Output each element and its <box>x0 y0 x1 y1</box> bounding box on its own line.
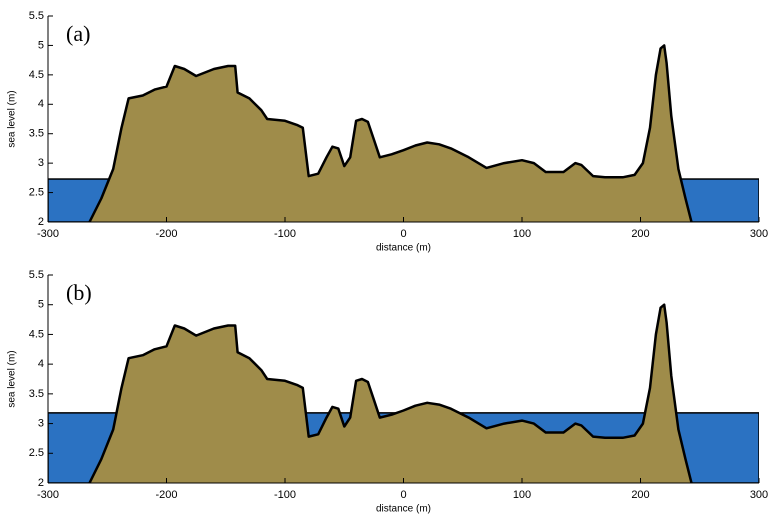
panel: 2 2.5 3 3.5 4 4.5 5 5.5 -300 -200 -100 0 100 200 300 di… <box>7 10 769 254</box>
x-tick-label: -200 <box>155 489 177 501</box>
y-tick-label: 4 <box>38 98 44 110</box>
x-tick-label: -100 <box>274 228 296 240</box>
x-tick-label: -200 <box>155 228 177 240</box>
x-tick-label: 100 <box>513 228 531 240</box>
y-tick-label: 2 <box>38 477 44 489</box>
y-tick-label: 4 <box>38 358 44 370</box>
x-axis-label: distance (m) <box>376 243 431 254</box>
y-tick-label: 3 <box>38 417 44 429</box>
x-tick-label: 300 <box>750 489 768 501</box>
y-axis-label: sea level (m) <box>7 350 18 407</box>
y-tick-label: 3 <box>38 157 44 169</box>
panel-label: (a) <box>66 21 90 46</box>
x-tick-label: -300 <box>37 489 59 501</box>
y-tick-label: 5.5 <box>29 269 44 281</box>
panel: 2 2.5 3 3.5 4 4.5 5 5.5 -300 -200 -100 0 100 200 300 di… <box>7 269 769 515</box>
y-tick-label: 5 <box>38 299 44 311</box>
y-tick-label: 5.5 <box>29 10 44 22</box>
y-tick-label: 3.5 <box>29 388 44 400</box>
plot <box>48 45 759 227</box>
terrain <box>90 45 692 227</box>
x-tick-label: 100 <box>513 489 531 501</box>
y-tick-label: 2 <box>38 216 44 228</box>
x-tick-label: 300 <box>750 228 768 240</box>
y-tick-label: 4.5 <box>29 328 44 340</box>
figure: 2 2.5 3 3.5 4 4.5 5 5.5 -300 -200 -100 0 100 200 300 di… <box>0 0 771 519</box>
y-tick-label: 3.5 <box>29 128 44 140</box>
plot <box>48 305 759 488</box>
x-axis-label: distance (m) <box>376 504 431 515</box>
x-tick-label: -300 <box>37 228 59 240</box>
x-tick-label: 200 <box>631 489 649 501</box>
y-axis-label: sea level (m) <box>7 90 18 147</box>
terrain <box>90 305 692 488</box>
x-tick-label: -100 <box>274 489 296 501</box>
y-tick-label: 4.5 <box>29 69 44 81</box>
x-tick-label: 200 <box>631 228 649 240</box>
panel-label: (b) <box>66 280 92 305</box>
y-tick-label: 2.5 <box>29 186 44 198</box>
x-tick-label: 0 <box>400 228 406 240</box>
y-tick-label: 5 <box>38 39 44 51</box>
x-tick-label: 0 <box>400 489 406 501</box>
y-tick-label: 2.5 <box>29 447 44 459</box>
